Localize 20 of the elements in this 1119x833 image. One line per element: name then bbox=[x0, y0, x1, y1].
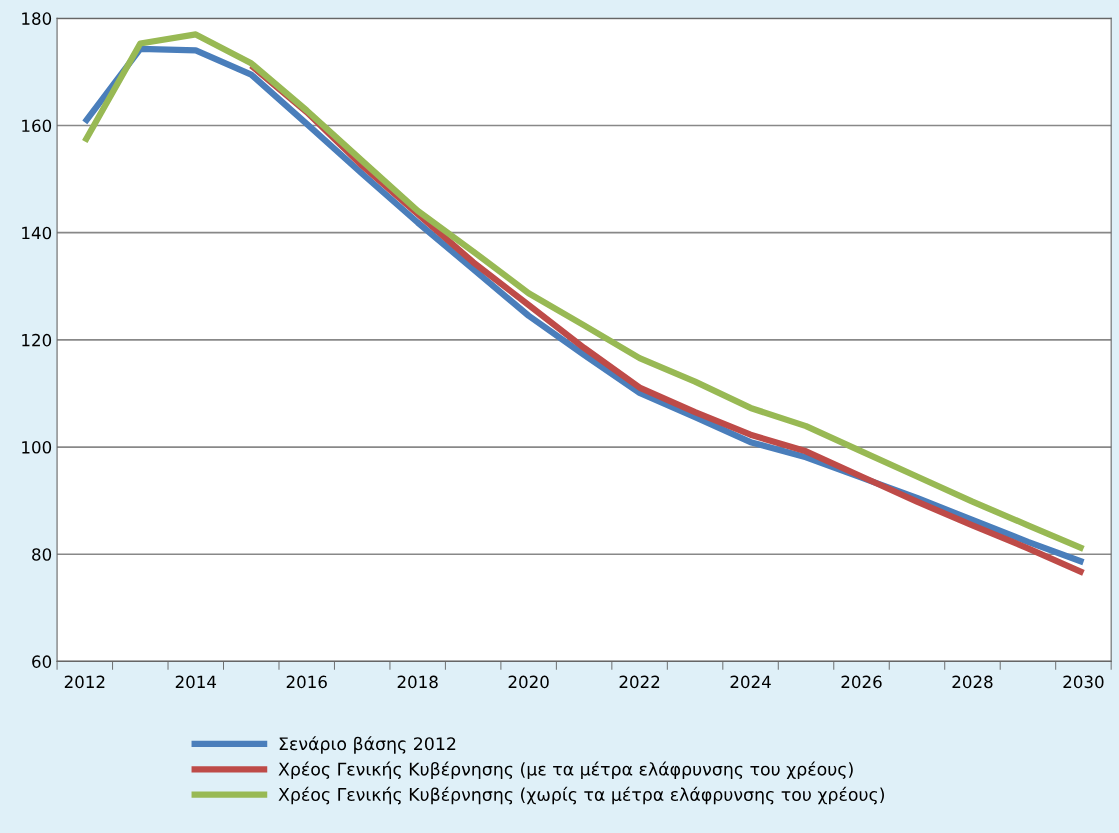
y-tick-label: 140 bbox=[22, 226, 52, 240]
legend-label: Χρέος Γενικής Κυβέρνησης (χωρίς τα μέτρα ελάφρυνσης του χρέους) bbox=[278, 786, 884, 805]
x-tick-label: 2026 bbox=[841, 675, 882, 689]
x-tick-label: 2030 bbox=[1063, 675, 1104, 689]
x-tick-label: 2012 bbox=[64, 675, 105, 689]
x-tick-label: 2024 bbox=[730, 675, 771, 689]
y-tick-label: 160 bbox=[22, 119, 52, 133]
x-tick-label: 2016 bbox=[286, 675, 327, 689]
x-tick-label: 2014 bbox=[175, 675, 217, 689]
y-tick-label: 60 bbox=[32, 655, 52, 668]
y-tick-label: 80 bbox=[32, 548, 52, 561]
y-tick-label: 100 bbox=[22, 441, 52, 454]
y-tick-label: 180 bbox=[22, 12, 52, 25]
y-tick-label: 120 bbox=[22, 333, 52, 347]
x-tick-label: 2018 bbox=[397, 675, 438, 689]
x-tick-label: 2028 bbox=[952, 675, 993, 689]
x-tick-label: 2022 bbox=[619, 675, 660, 689]
legend-label: Χρέος Γενικής Κυβέρνησης (με τα μέτρα ελάφρυνσης του χρέους) bbox=[278, 761, 853, 780]
x-tick-label: 2020 bbox=[508, 675, 549, 689]
legend-label: Σενάριο βάσης 2012 bbox=[279, 736, 456, 754]
